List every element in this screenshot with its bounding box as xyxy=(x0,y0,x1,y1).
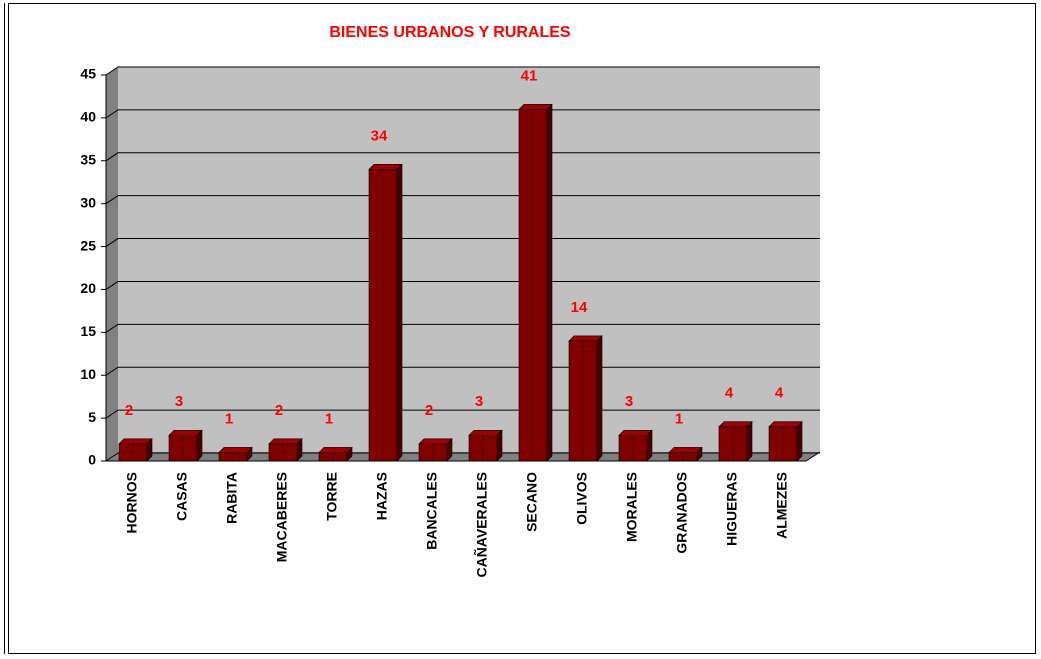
y-tick-label: 10 xyxy=(80,366,96,382)
bar-top xyxy=(318,447,353,453)
x-tick-label: BANCALES xyxy=(424,472,440,550)
value-label: 3 xyxy=(625,393,633,410)
bars xyxy=(118,103,803,462)
chart-title: BIENES URBANOS Y RURALES xyxy=(329,24,571,41)
bar-top xyxy=(368,164,403,170)
grid-line xyxy=(105,109,820,119)
y-tick-label: 20 xyxy=(80,280,96,296)
y-tick-label: 35 xyxy=(80,151,96,167)
value-label: 2 xyxy=(275,402,283,419)
grid-line xyxy=(105,195,820,205)
value-label: 41 xyxy=(521,67,538,84)
y-tick-label: 45 xyxy=(80,66,96,82)
value-label: 2 xyxy=(425,402,433,419)
grid-line xyxy=(105,323,820,333)
value-label: 3 xyxy=(175,393,183,410)
grid-line xyxy=(105,280,820,290)
bar-top xyxy=(718,421,753,427)
bar-top xyxy=(218,447,253,453)
value-label: 3 xyxy=(475,393,483,410)
x-tick-label: MORALES xyxy=(624,472,640,542)
y-tick-label: 30 xyxy=(80,194,96,210)
bar-top xyxy=(568,335,603,342)
y-tick-label: 0 xyxy=(88,452,96,468)
value-label: 2 xyxy=(125,402,133,419)
value-label: 1 xyxy=(225,410,233,427)
bar-side xyxy=(796,420,803,462)
back-wall xyxy=(118,67,820,452)
bar-side xyxy=(546,103,553,462)
y-tick-label: 5 xyxy=(88,409,96,425)
value-label: 1 xyxy=(325,410,333,427)
grid-line xyxy=(105,238,820,247)
bar-top xyxy=(668,447,703,453)
bar-top xyxy=(768,421,803,427)
y-tick-label: 25 xyxy=(80,237,96,253)
bar-top xyxy=(168,429,203,436)
x-tick-label: ALMEZES xyxy=(774,472,790,539)
bar-top xyxy=(468,429,503,436)
x-tick-label: CAÑAVERALES xyxy=(473,472,490,578)
grid-line xyxy=(105,66,820,76)
value-label: 4 xyxy=(775,385,784,402)
x-tick-label: HAZAS xyxy=(374,472,390,520)
x-tick-label: TORRE xyxy=(324,472,340,521)
grid-line xyxy=(105,152,820,162)
x-tick-label: HORNOS xyxy=(124,472,140,533)
x-tick-label: RABITA xyxy=(224,472,240,524)
bar-side xyxy=(746,420,753,462)
x-tick-label: OLIVOS xyxy=(574,472,590,525)
bar-top xyxy=(268,438,303,445)
x-tick-label: GRANADOS xyxy=(674,472,690,554)
bar-top xyxy=(118,438,153,445)
x-tick-label: SECANO xyxy=(524,472,540,532)
value-label: 14 xyxy=(571,299,588,316)
value-label: 1 xyxy=(675,410,683,427)
y-tick-label: 40 xyxy=(80,109,96,125)
bar-side xyxy=(396,163,403,462)
bar-top xyxy=(418,438,453,445)
x-tick-label: CASAS xyxy=(174,472,190,521)
x-tick-label: MACABERES xyxy=(274,472,290,562)
bar-top xyxy=(518,104,553,110)
value-label: 4 xyxy=(725,385,734,402)
bar-top xyxy=(618,429,653,436)
side-wall xyxy=(106,67,118,461)
bar-side xyxy=(596,335,603,462)
x-tick-label: HIGUERAS xyxy=(724,472,740,546)
x-axis xyxy=(106,451,821,462)
value-label: 34 xyxy=(371,127,388,144)
y-tick-label: 15 xyxy=(80,323,96,339)
